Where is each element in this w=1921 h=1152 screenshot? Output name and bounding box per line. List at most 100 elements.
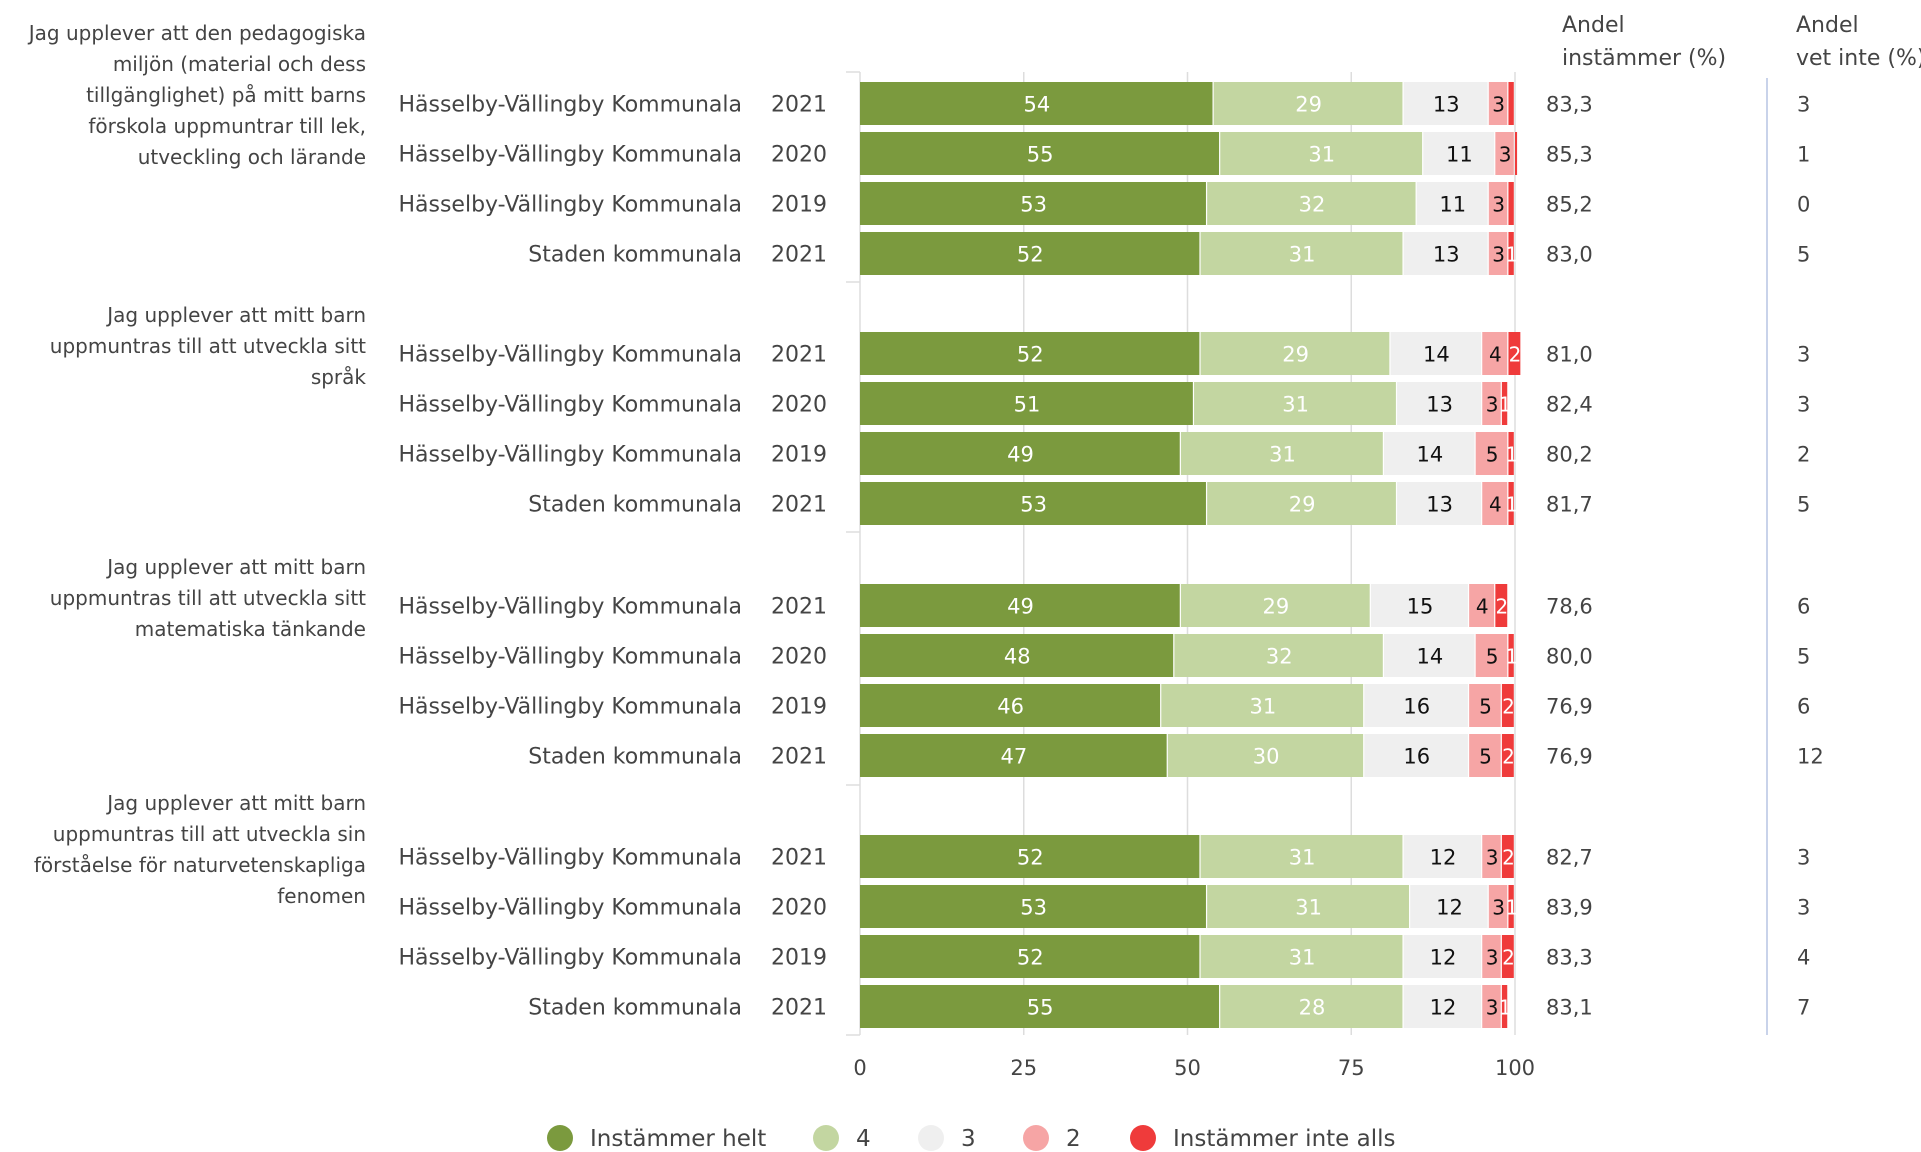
bar-segment xyxy=(1501,935,1514,978)
data-label: 3 xyxy=(1486,946,1499,970)
question-label: uppmuntras till att utveckla sitt xyxy=(50,334,366,358)
legend-label: Instämmer helt xyxy=(590,1126,766,1152)
data-label: 55 xyxy=(1027,143,1054,167)
bar-segment xyxy=(1495,132,1514,175)
data-label: 1 xyxy=(1505,645,1518,669)
x-axis: 0 25 50 75 100 xyxy=(846,71,1535,1080)
bar-segment xyxy=(1469,584,1495,627)
data-label: 1 xyxy=(1499,996,1512,1020)
data-label: 53 xyxy=(1020,493,1047,517)
bar-segment xyxy=(1200,332,1390,375)
bar-segment xyxy=(1207,885,1409,928)
andel-instammer-value: 83,0 xyxy=(1546,243,1593,267)
data-label: 11 xyxy=(1446,143,1473,167)
header-andel-instammer: Andel xyxy=(1562,13,1625,38)
andel-vet-inte-value: 3 xyxy=(1797,846,1810,870)
andel-instammer-value: 83,3 xyxy=(1546,946,1593,970)
data-label: 12 xyxy=(1430,946,1457,970)
andel-vet-inte-value: 5 xyxy=(1797,645,1810,669)
bar-segment xyxy=(1174,634,1383,677)
data-label: 48 xyxy=(1004,645,1031,669)
bar-segment xyxy=(1488,182,1508,225)
data-label: 31 xyxy=(1289,846,1316,870)
unit-label: Staden kommunala xyxy=(528,243,742,268)
bar-segment xyxy=(1495,584,1508,627)
bar-segment xyxy=(1501,734,1514,777)
bar-segment xyxy=(1482,985,1501,1028)
bar-segment xyxy=(860,584,1180,627)
question-label: miljön (material och dess xyxy=(113,52,366,76)
bar-segment xyxy=(1488,232,1508,275)
andel-vet-inte-value: 7 xyxy=(1797,996,1810,1020)
column-headers: Andel instämmer (%) Andel vet inte (%) xyxy=(1562,13,1921,71)
question-label: Jag upplever att mitt barn xyxy=(105,791,366,815)
year-label: 2020 xyxy=(771,645,827,670)
unit-label: Hässelby-Vällingby Kommunala xyxy=(398,443,742,468)
bar-segment xyxy=(1488,82,1508,125)
bar-segment xyxy=(860,182,1206,225)
x-tick-label: 0 xyxy=(853,1056,866,1080)
bar-segment xyxy=(860,985,1220,1028)
legend-marker xyxy=(547,1125,573,1151)
andel-vet-inte-value: 3 xyxy=(1797,93,1810,117)
andel-vet-inte-value: 3 xyxy=(1797,393,1810,417)
bar-segment xyxy=(1403,935,1482,978)
data-label: 3 xyxy=(1499,143,1512,167)
bar-segment xyxy=(1508,182,1514,225)
bar-segment xyxy=(1194,382,1396,425)
legend-label: 3 xyxy=(961,1126,976,1152)
unit-label: Hässelby-Vällingby Kommunala xyxy=(398,193,742,218)
question-label: språk xyxy=(311,365,367,389)
data-label: 31 xyxy=(1282,393,1309,417)
data-label: 29 xyxy=(1295,93,1322,117)
row-labels: Jag upplever att den pedagogiska miljön (… xyxy=(27,21,1824,1021)
andel-vet-inte-value: 1 xyxy=(1797,143,1810,167)
data-label: 31 xyxy=(1308,143,1335,167)
andel-instammer-value: 80,2 xyxy=(1546,443,1593,467)
bar-segment xyxy=(860,684,1161,727)
x-tick-label: 100 xyxy=(1495,1056,1535,1080)
data-label: 30 xyxy=(1253,745,1280,769)
x-tick-label: 75 xyxy=(1338,1056,1365,1080)
legend-marker xyxy=(1023,1125,1049,1151)
year-label: 2021 xyxy=(771,93,827,118)
bar-segment xyxy=(1207,482,1396,525)
data-label: 1 xyxy=(1499,393,1512,417)
bar-segment xyxy=(1403,835,1482,878)
bar-segment xyxy=(1515,132,1518,175)
data-label: 4 xyxy=(1489,493,1502,517)
question-label: uppmuntras till att utveckla sitt xyxy=(50,586,366,610)
data-label: 31 xyxy=(1289,946,1316,970)
year-label: 2021 xyxy=(771,243,827,268)
andel-instammer-value: 82,4 xyxy=(1546,393,1593,417)
andel-instammer-value: 76,9 xyxy=(1546,745,1593,769)
bar-segment xyxy=(1220,985,1403,1028)
data-label: 3 xyxy=(1486,393,1499,417)
data-label: 54 xyxy=(1023,93,1050,117)
data-label: 2 xyxy=(1502,846,1515,870)
bar-segment xyxy=(1390,332,1482,375)
data-label: 13 xyxy=(1426,493,1453,517)
data-label: 3 xyxy=(1492,896,1505,920)
bar-segment xyxy=(1397,482,1482,525)
data-label: 31 xyxy=(1295,896,1322,920)
unit-label: Hässelby-Vällingby Kommunala xyxy=(398,393,742,418)
data-label: 47 xyxy=(1001,745,1028,769)
bar-segment xyxy=(1508,482,1514,525)
andel-vet-inte-value: 4 xyxy=(1797,946,1810,970)
bar-segment xyxy=(860,132,1220,175)
bar-segment xyxy=(1220,132,1423,175)
andel-instammer-value: 83,1 xyxy=(1546,996,1593,1020)
data-label: 12 xyxy=(1430,846,1457,870)
data-label: 51 xyxy=(1014,393,1041,417)
data-label: 46 xyxy=(997,695,1024,719)
unit-label: Staden kommunala xyxy=(528,996,742,1021)
bar-segment xyxy=(1423,132,1495,175)
data-label: 52 xyxy=(1017,946,1044,970)
bar-segment xyxy=(1370,584,1468,627)
bar-segment xyxy=(1508,82,1514,125)
data-label: 3 xyxy=(1492,243,1505,267)
bar-segment xyxy=(1200,935,1403,978)
data-label: 12 xyxy=(1436,896,1463,920)
bar-segment xyxy=(860,634,1174,677)
